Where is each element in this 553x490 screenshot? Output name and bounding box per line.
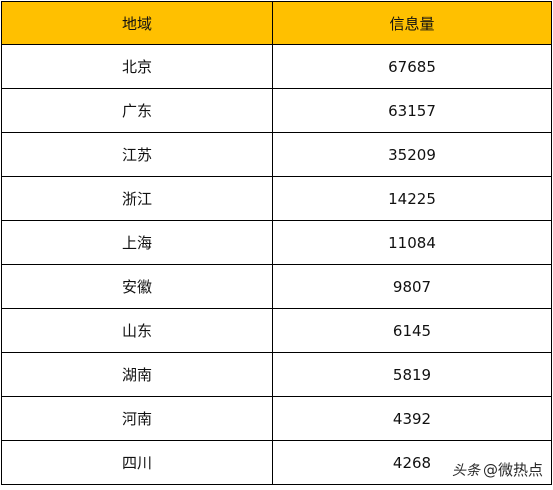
volume-cell: 63157: [272, 88, 552, 133]
volume-cell: 11084: [272, 220, 552, 265]
volume-cell: 35209: [272, 132, 552, 177]
column-header-region: 地域: [1, 1, 273, 45]
volume-cell: 4392: [272, 396, 552, 441]
region-cell: 广东: [1, 88, 273, 133]
region-cell: 四川: [1, 440, 273, 485]
region-cell: 安徽: [1, 264, 273, 309]
table-row: 四川 4268: [1, 440, 552, 485]
region-cell: 河南: [1, 396, 273, 441]
volume-cell: 14225: [272, 176, 552, 221]
header-row: 地域 信息量: [1, 1, 552, 45]
column-header-volume: 信息量: [272, 1, 552, 45]
region-cell: 浙江: [1, 176, 273, 221]
region-cell: 山东: [1, 308, 273, 353]
table-row: 山东 6145: [1, 308, 552, 353]
volume-cell: 67685: [272, 44, 552, 89]
watermark-account: @微热点: [482, 461, 543, 479]
table-row: 湖南 5819: [1, 352, 552, 397]
table-row: 北京 67685: [1, 44, 552, 89]
table-row: 江苏 35209: [1, 132, 552, 177]
region-cell: 上海: [1, 220, 273, 265]
watermark-platform: 头条: [451, 462, 480, 479]
table-row: 河南 4392: [1, 396, 552, 441]
volume-cell: 9807: [272, 264, 552, 309]
volume-cell: 6145: [272, 308, 552, 353]
table-row: 广东 63157: [1, 88, 552, 133]
table-row: 浙江 14225: [1, 176, 552, 221]
region-cell: 北京: [1, 44, 273, 89]
region-cell: 湖南: [1, 352, 273, 397]
table-row: 上海 11084: [1, 220, 552, 265]
watermark: 头条 @微热点: [452, 459, 543, 480]
region-cell: 江苏: [1, 132, 273, 177]
table-row: 安徽 9807: [1, 264, 552, 309]
volume-cell: 5819: [272, 352, 552, 397]
volume-cell: 4268: [272, 440, 552, 485]
